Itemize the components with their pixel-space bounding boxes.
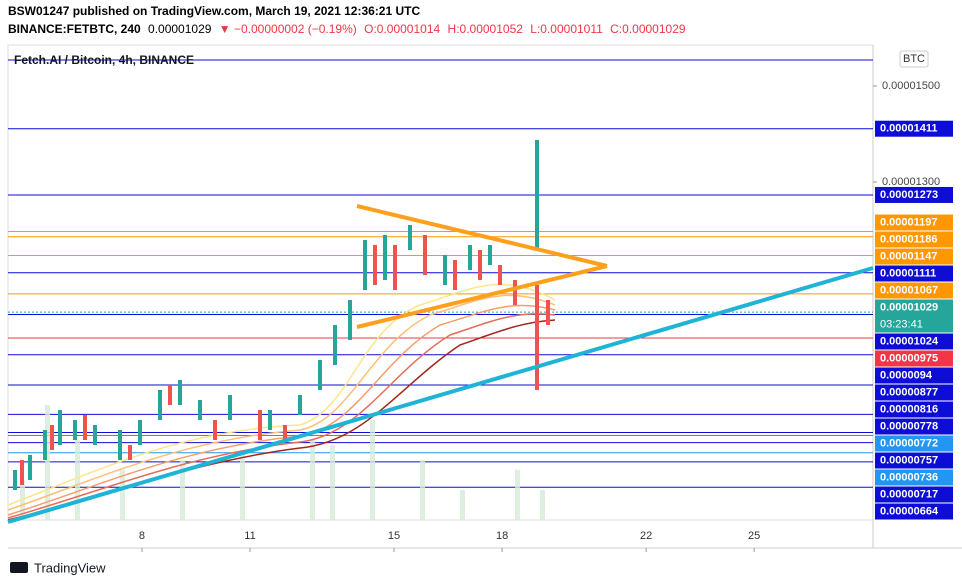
price-label: 0.00001186 <box>880 233 938 245</box>
price-label-bg <box>875 367 953 384</box>
price-label-bg <box>875 435 953 452</box>
price-label-bg <box>875 486 953 503</box>
countdown: 03:23:41 <box>880 318 923 330</box>
brand: TradingView <box>34 560 106 575</box>
price-label-bg <box>875 186 953 203</box>
triangle-upper <box>356 204 608 268</box>
published: BSW01247 published on TradingView.com, M… <box>8 4 420 18</box>
low: L:0.00001011 <box>530 22 603 36</box>
footer-bg <box>0 552 962 587</box>
price-label-bg <box>875 401 953 418</box>
price-label: 0.00000877 <box>880 386 938 398</box>
triangle-lower <box>356 264 608 329</box>
price-label-bg <box>875 503 953 520</box>
x-tick-label: 11 <box>244 530 255 542</box>
price-label: 0.00001024 <box>880 335 939 347</box>
price-label: 0.00001111 <box>880 267 936 279</box>
price-label: 0.00000778 <box>880 420 938 432</box>
price-label-bg <box>875 333 953 350</box>
price-label: 0.00000717 <box>880 488 938 500</box>
price-label: 0.00000816 <box>880 403 938 415</box>
price-label-bg <box>875 452 953 469</box>
x-tick-label: 25 <box>748 530 760 542</box>
x-tick-label: 8 <box>139 530 145 542</box>
price-label-bg <box>875 120 953 137</box>
price-label: 0.00001147 <box>880 250 938 262</box>
price-label-bg <box>875 231 953 248</box>
price-label-bg <box>875 214 953 231</box>
price-label-bg <box>875 469 953 486</box>
ma-ribbon <box>7 283 556 521</box>
price-label-bg <box>875 265 953 282</box>
last: 0.00001029 <box>148 22 212 36</box>
price-label-bg <box>875 384 953 401</box>
plot-frame <box>7 44 874 521</box>
candles <box>13 140 550 490</box>
price-label: 0.00000757 <box>880 454 938 466</box>
currency-badge: BTC <box>903 53 925 65</box>
price-label-bg <box>875 418 953 435</box>
change: ▼ −0.00000002 (−0.19%) <box>219 22 357 36</box>
price-label: 0.00001411 <box>880 123 938 135</box>
price-label: 0.0000094 <box>880 369 933 381</box>
price-label: 0.00000664 <box>880 505 939 517</box>
x-tick-label: 22 <box>640 530 652 542</box>
quote-line: BINANCE:FETBTC, 240 0.00001029 ▼ −0.0000… <box>8 22 686 36</box>
volume <box>20 405 545 520</box>
price-label: 0.00001067 <box>880 284 938 296</box>
price-label: 0.00001197 <box>880 216 938 228</box>
price-label-bg <box>875 248 953 265</box>
x-tick-label: 18 <box>496 530 508 542</box>
high: H:0.00001052 <box>448 22 524 36</box>
y-tick-label: 0.00001300 <box>882 176 940 188</box>
logo <box>10 562 28 573</box>
price-label-bg <box>875 350 953 367</box>
price-label-bg <box>875 282 953 299</box>
price-label-bg <box>875 299 953 333</box>
price-label: 0.00001029 <box>880 301 938 313</box>
price-label: 0.00001273 <box>880 189 938 201</box>
close: C:0.00001029 <box>610 22 686 36</box>
chart-title: Fetch.AI / Bitcoin, 4h, BINANCE <box>14 53 194 67</box>
currency-badge-bg <box>899 50 929 68</box>
price-label: 0.00000736 <box>880 471 938 483</box>
x-tick-label: 15 <box>388 530 400 542</box>
open: O:0.00001014 <box>364 22 440 36</box>
y-tick-label: 0.00001500 <box>882 80 940 92</box>
trendline <box>7 266 874 524</box>
symbol: BINANCE:FETBTC, 240 <box>8 22 141 36</box>
price-label: 0.00000975 <box>880 352 938 364</box>
price-label: 0.00000772 <box>880 437 938 449</box>
